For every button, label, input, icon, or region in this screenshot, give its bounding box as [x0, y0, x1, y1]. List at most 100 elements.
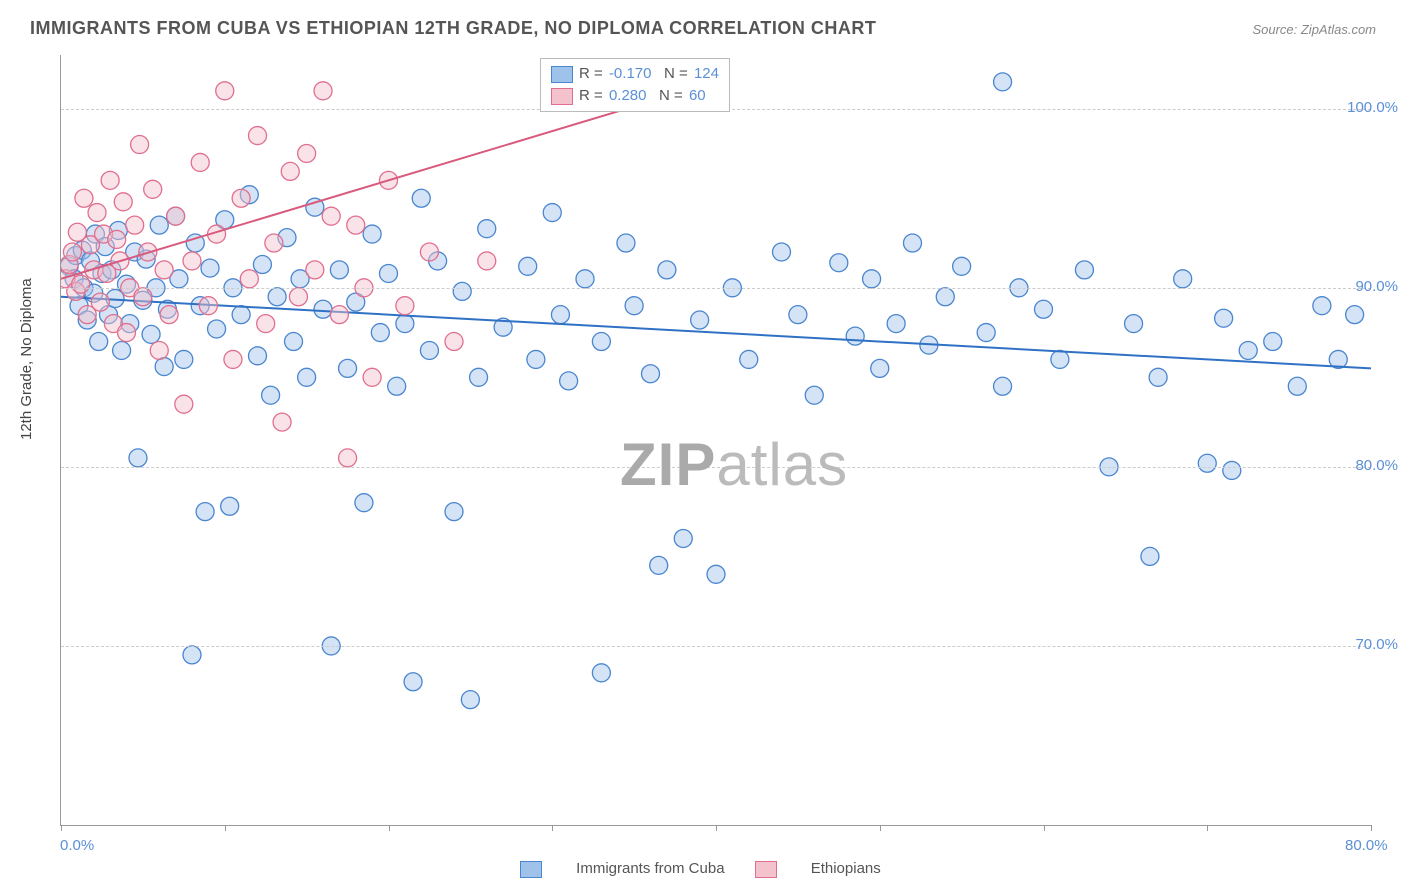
data-point — [306, 261, 324, 279]
data-point — [740, 350, 758, 368]
data-point — [1075, 261, 1093, 279]
data-point — [388, 377, 406, 395]
data-point — [191, 153, 209, 171]
x-tick — [389, 825, 390, 831]
legend-swatch — [551, 66, 573, 83]
data-point — [642, 365, 660, 383]
data-point — [953, 257, 971, 275]
data-point — [1035, 300, 1053, 318]
data-point — [478, 252, 496, 270]
data-point — [155, 358, 173, 376]
data-point — [268, 288, 286, 306]
data-point — [175, 395, 193, 413]
data-point — [114, 193, 132, 211]
x-tick — [1371, 825, 1372, 831]
data-point — [805, 386, 823, 404]
data-point — [142, 325, 160, 343]
gridline — [61, 288, 1371, 289]
x-tick-label: 80.0% — [1345, 837, 1388, 854]
data-point — [625, 297, 643, 315]
data-point — [380, 264, 398, 282]
data-point — [478, 220, 496, 238]
data-point — [1288, 377, 1306, 395]
data-point — [1174, 270, 1192, 288]
legend-item: Ethiopians — [755, 860, 881, 877]
data-point — [363, 368, 381, 386]
data-point — [691, 311, 709, 329]
data-point — [91, 293, 109, 311]
data-point — [470, 368, 488, 386]
y-tick-label: 90.0% — [1355, 278, 1398, 295]
data-point — [298, 144, 316, 162]
data-point — [1125, 315, 1143, 333]
data-point — [131, 136, 149, 154]
data-point — [1313, 297, 1331, 315]
data-point — [617, 234, 635, 252]
y-tick-label: 80.0% — [1355, 457, 1398, 474]
data-point — [155, 261, 173, 279]
data-point — [201, 259, 219, 277]
data-point — [1198, 454, 1216, 472]
data-point — [404, 673, 422, 691]
x-tick — [1207, 825, 1208, 831]
data-point — [183, 646, 201, 664]
data-point — [75, 189, 93, 207]
data-point — [994, 377, 1012, 395]
data-point — [461, 691, 479, 709]
gridline — [61, 646, 1371, 647]
data-point — [674, 529, 692, 547]
y-tick-label: 70.0% — [1355, 636, 1398, 653]
data-point — [224, 350, 242, 368]
legend-item: Immigrants from Cuba — [520, 860, 725, 877]
data-point — [846, 327, 864, 345]
data-point — [322, 207, 340, 225]
data-point — [199, 297, 217, 315]
data-point — [576, 270, 594, 288]
data-point — [273, 413, 291, 431]
chart-title: IMMIGRANTS FROM CUBA VS ETHIOPIAN 12TH G… — [30, 18, 876, 39]
data-point — [101, 171, 119, 189]
data-point — [90, 333, 108, 351]
data-point — [253, 256, 271, 274]
data-point — [88, 204, 106, 222]
data-point — [396, 297, 414, 315]
data-point — [330, 261, 348, 279]
data-point — [339, 449, 357, 467]
data-point — [298, 368, 316, 386]
data-point — [1141, 547, 1159, 565]
data-point — [904, 234, 922, 252]
data-point — [232, 189, 250, 207]
data-point — [527, 350, 545, 368]
x-tick — [61, 825, 62, 831]
legend-row: R = 0.280 N = 60 — [551, 85, 719, 107]
data-point — [551, 306, 569, 324]
source-attribution: Source: ZipAtlas.com — [1252, 22, 1376, 37]
data-point — [144, 180, 162, 198]
data-point — [63, 243, 81, 261]
data-point — [1215, 309, 1233, 327]
data-point — [134, 288, 152, 306]
data-point — [108, 230, 126, 248]
x-tick — [552, 825, 553, 831]
legend-swatch — [755, 861, 777, 878]
data-point — [118, 324, 136, 342]
data-point — [707, 565, 725, 583]
data-point — [543, 204, 561, 222]
y-tick-label: 100.0% — [1347, 99, 1398, 116]
data-point — [1149, 368, 1167, 386]
watermark: ZIPatlas — [620, 430, 848, 499]
y-axis-label: 12th Grade, No Diploma — [18, 278, 35, 440]
data-point — [830, 254, 848, 272]
data-point — [871, 359, 889, 377]
data-point — [208, 320, 226, 338]
data-point — [887, 315, 905, 333]
data-point — [339, 359, 357, 377]
x-tick — [880, 825, 881, 831]
data-point — [519, 257, 537, 275]
data-point — [126, 216, 144, 234]
data-point — [1346, 306, 1364, 324]
data-point — [285, 333, 303, 351]
data-point — [240, 270, 258, 288]
data-point — [314, 300, 332, 318]
data-point — [363, 225, 381, 243]
